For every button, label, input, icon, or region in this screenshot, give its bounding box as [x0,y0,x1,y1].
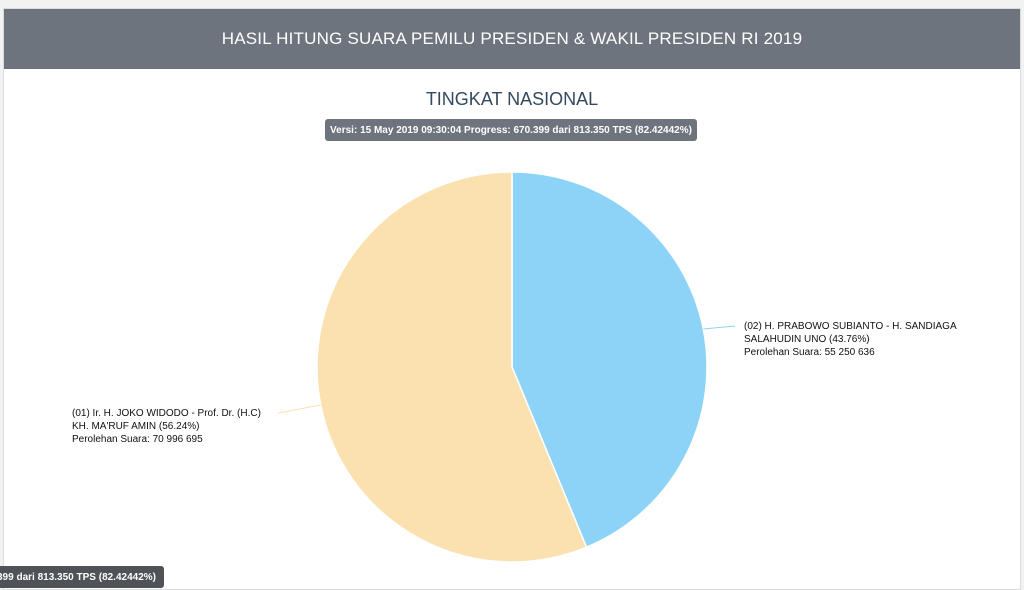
pie-label-1-line-1: (02) H. PRABOWO SUBIANTO - H. SANDIAGA [744,321,957,332]
pie-connector-2 [277,404,321,414]
pie-label-2-line-1: (01) Ir. H. JOKO WIDODO - Prof. Dr. (H.C… [72,408,261,419]
pie-label-2-line-2: KH. MA'RUF AMIN (56.24%) [72,421,200,432]
pie-label-1-line-3: Perolehan Suara: 55 250 636 [744,347,875,358]
version-progress-badge: Versi: 15 May 2019 09:30:04 Progress: 67… [325,119,697,141]
pie-label-1-line-2: SALAHUDIN UNO (43.76%) [744,334,870,345]
page-title: HASIL HITUNG SUARA PEMILU PRESIDEN & WAK… [221,29,803,48]
page-header: HASIL HITUNG SUARA PEMILU PRESIDEN & WAK… [4,9,1020,69]
pie-slice-1[interactable] [511,171,708,549]
pie-label-2-line-3: Perolehan Suara: 70 996 695 [72,434,203,445]
floating-progress-badge: 399 dari 813.350 TPS (82.42442%) [0,566,164,588]
pie-connector-1 [703,325,736,330]
chart-subtitle: TINGKAT NASIONAL [425,89,599,109]
